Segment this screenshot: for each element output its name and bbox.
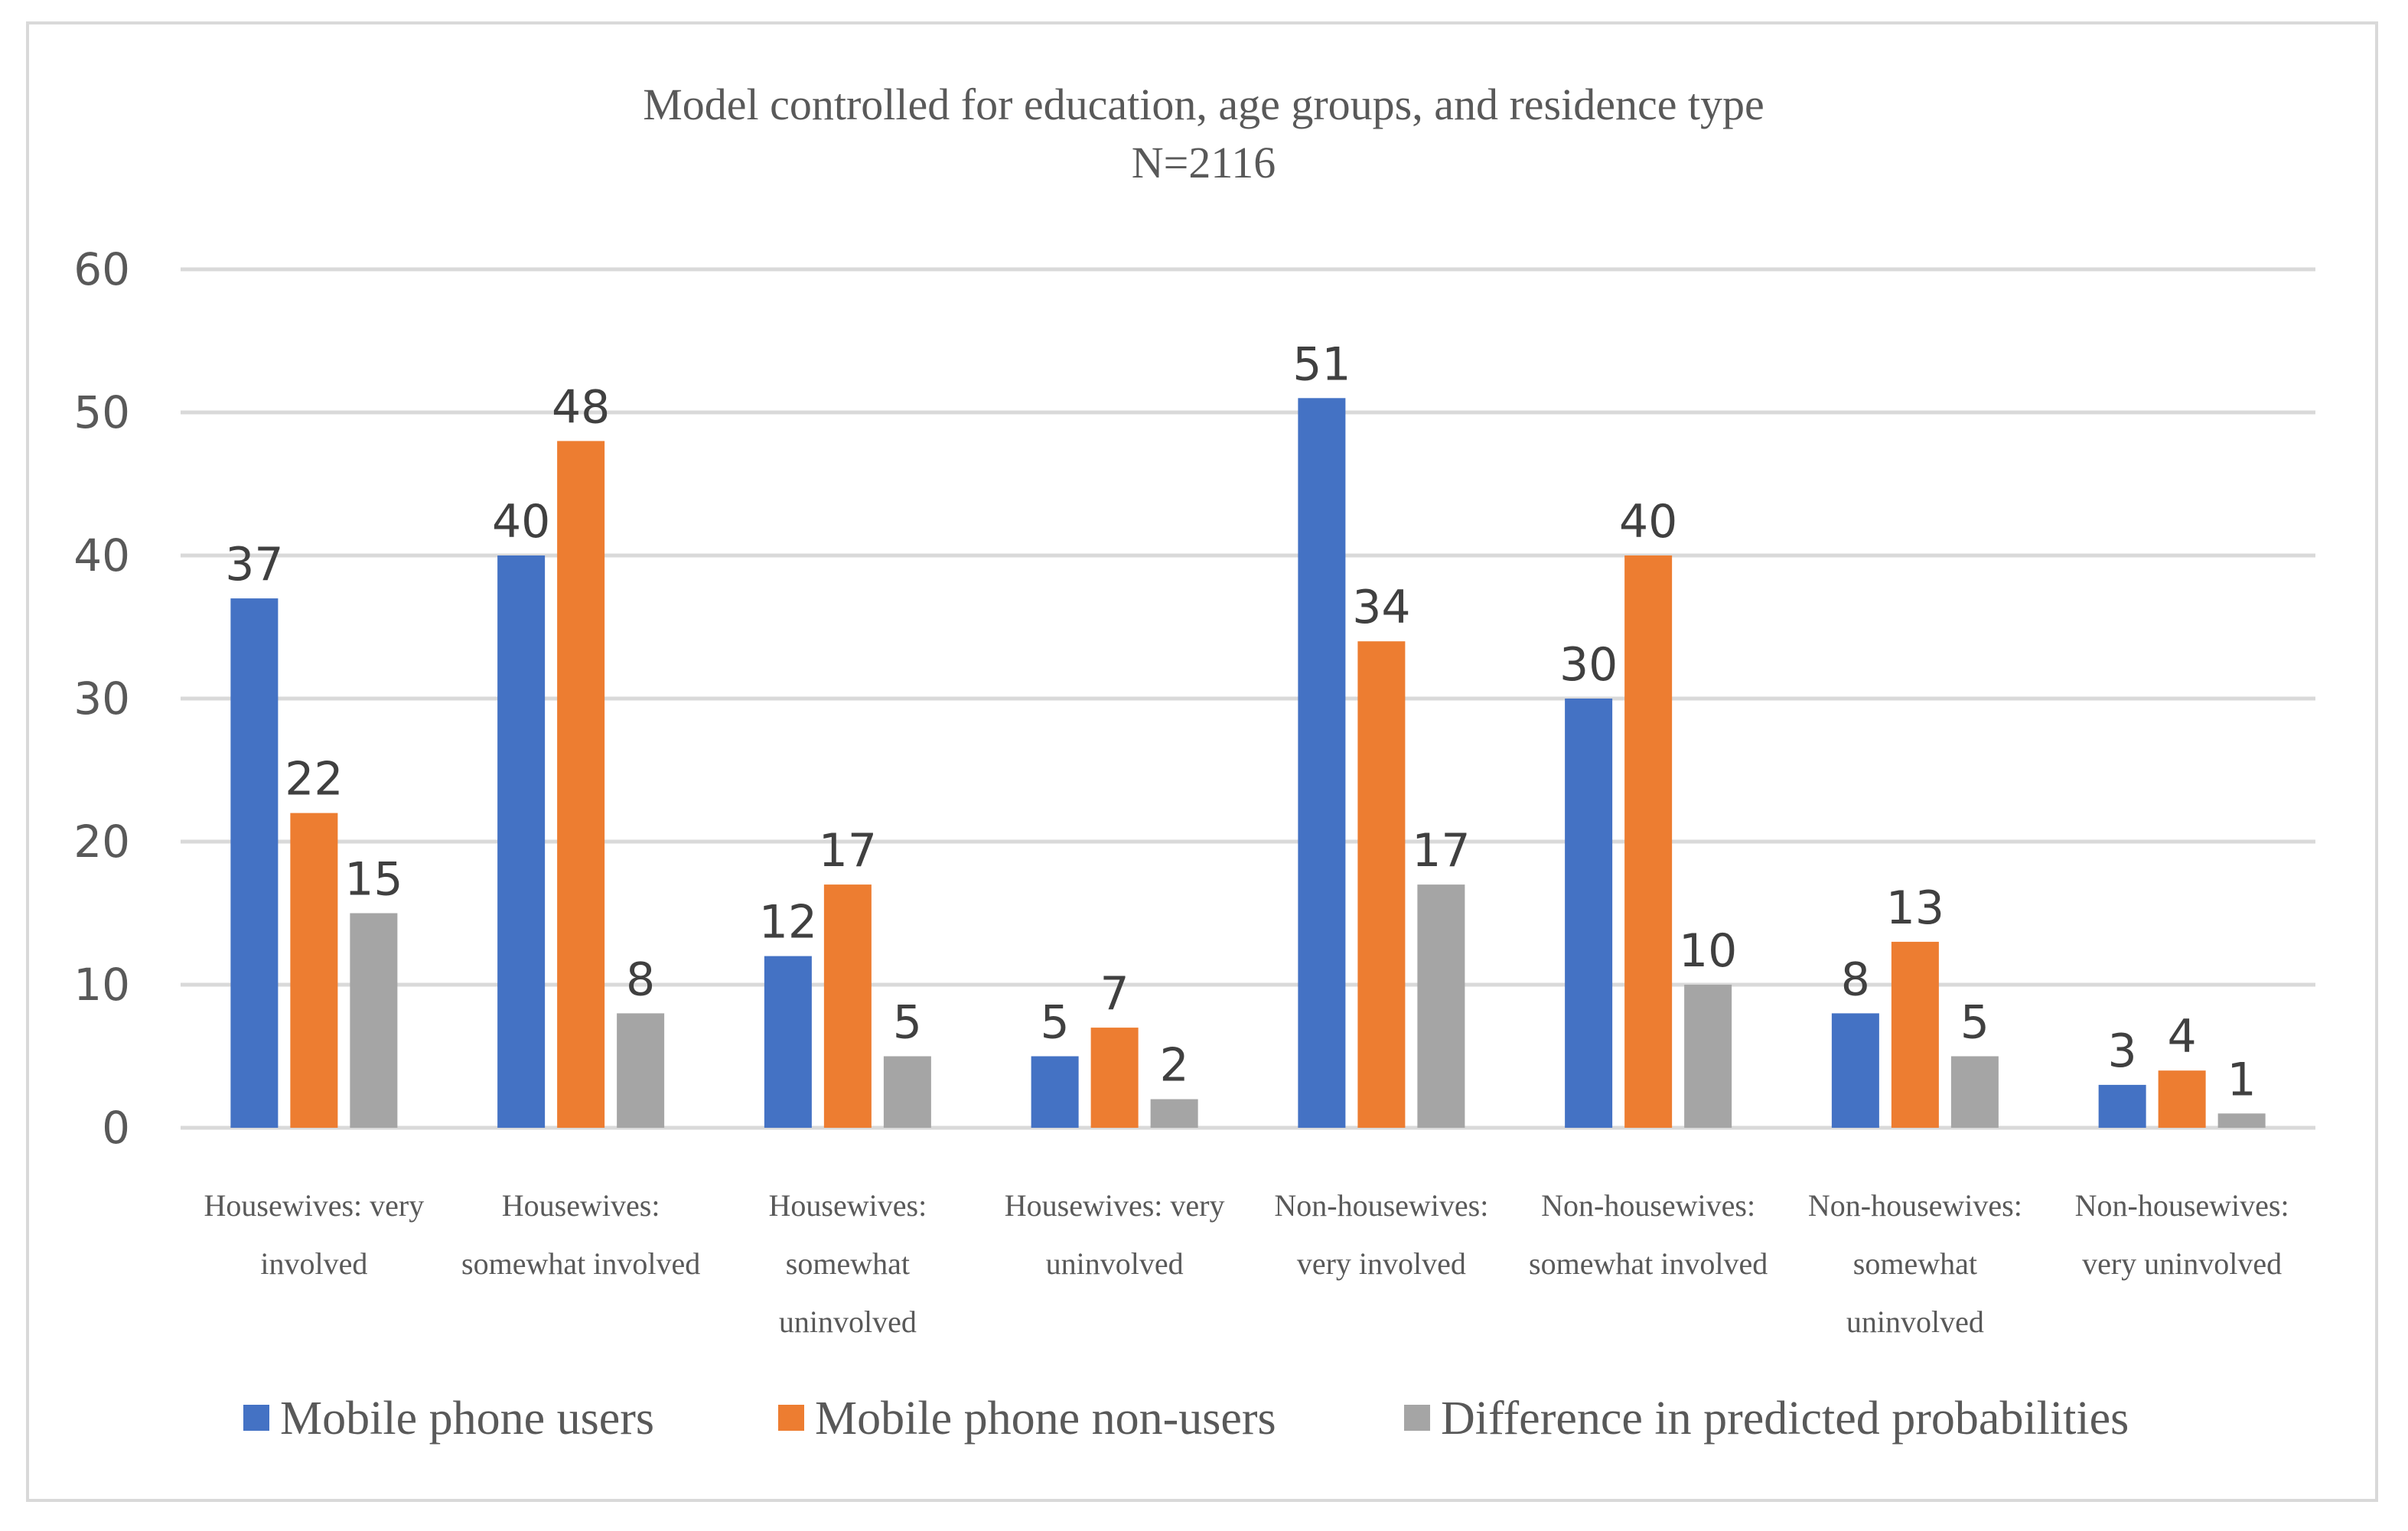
bars [230, 398, 2266, 1128]
legend-label: Mobile phone users [280, 1393, 654, 1445]
bar [1417, 884, 1465, 1128]
bar [290, 813, 338, 1128]
bar [1684, 985, 1732, 1128]
data-label: 12 [759, 896, 817, 950]
data-label: 4 [2168, 1010, 2197, 1064]
y-tick-label: 50 [73, 386, 130, 438]
bar [1031, 1056, 1079, 1128]
x-tick-label: Non-housewives: somewhat uninvolved [1808, 1188, 2022, 1339]
data-label: 30 [1559, 638, 1618, 692]
bar [497, 555, 546, 1128]
x-axis-labels: Housewives: very involved Housewives: somew… [204, 1188, 2289, 1339]
bar [2158, 1070, 2206, 1128]
bar [557, 441, 605, 1128]
x-tick-label: Housewives: very involved [204, 1188, 425, 1281]
data-label: 34 [1352, 581, 1410, 634]
legend-label: Difference in predicted probabilities [1441, 1393, 2129, 1445]
data-label: 8 [626, 953, 655, 1006]
legend: Mobile phone users Mobile phone non-users… [243, 1393, 2129, 1445]
x-tick-label: Housewives: somewhat uninvolved [769, 1188, 927, 1339]
bar [1565, 699, 1613, 1128]
data-label: 3 [2108, 1024, 2137, 1078]
data-label: 37 [225, 538, 283, 591]
y-tick-label: 10 [73, 959, 130, 1011]
data-label: 5 [1960, 996, 1989, 1050]
y-axis-ticks: 0 10 20 30 40 50 60 [73, 243, 130, 1154]
x-tick-label: Housewives: very uninvolved [1005, 1188, 1225, 1281]
legend-swatch [243, 1405, 269, 1431]
bar [1357, 641, 1406, 1128]
bar [2098, 1084, 2146, 1128]
bar [764, 956, 812, 1128]
data-label: 13 [1886, 881, 1944, 935]
data-label: 40 [1619, 495, 1677, 549]
bar [617, 1013, 665, 1128]
bar [350, 913, 398, 1128]
data-label: 15 [344, 853, 402, 907]
bar [1891, 941, 1939, 1128]
bar [823, 884, 872, 1128]
data-label: 5 [893, 996, 922, 1050]
data-label: 40 [492, 495, 550, 549]
data-label: 2 [1160, 1039, 1189, 1093]
y-tick-label: 0 [102, 1102, 130, 1154]
bar [1298, 398, 1346, 1128]
bar [883, 1056, 931, 1128]
y-tick-label: 40 [73, 529, 130, 581]
x-tick-label: Non-housewives: very uninvolved [2075, 1188, 2289, 1281]
data-label: 22 [285, 753, 343, 806]
x-tick-label: Housewives: somewhat involved [461, 1188, 700, 1281]
legend-swatch [778, 1405, 804, 1431]
bar [1150, 1099, 1198, 1128]
data-label: 10 [1679, 924, 1737, 978]
y-tick-label: 60 [73, 243, 130, 295]
chart-subtitle: N=2116 [1132, 138, 1276, 187]
bar [1950, 1056, 1999, 1128]
data-label: 5 [1041, 996, 1070, 1050]
bar [230, 598, 279, 1128]
bar [2217, 1113, 2266, 1128]
data-label: 8 [1841, 953, 1870, 1006]
y-tick-label: 30 [73, 673, 130, 725]
data-label: 7 [1100, 967, 1129, 1021]
y-tick-label: 20 [73, 816, 130, 868]
bar [1624, 555, 1673, 1128]
chart-title: Model controlled for education, age grou… [643, 80, 1764, 129]
data-label: 51 [1292, 337, 1351, 391]
legend-swatch [1404, 1405, 1430, 1431]
bar [1831, 1013, 1879, 1128]
x-tick-label: Non-housewives: somewhat involved [1529, 1188, 1768, 1281]
data-label: 48 [552, 380, 610, 434]
bar [1090, 1028, 1139, 1128]
x-tick-label: Non-housewives: very involved [1274, 1188, 1488, 1281]
legend-label: Mobile phone non-users [815, 1393, 1276, 1445]
data-label: 1 [2227, 1053, 2256, 1106]
data-label: 17 [819, 824, 877, 878]
data-label: 17 [1412, 824, 1470, 878]
